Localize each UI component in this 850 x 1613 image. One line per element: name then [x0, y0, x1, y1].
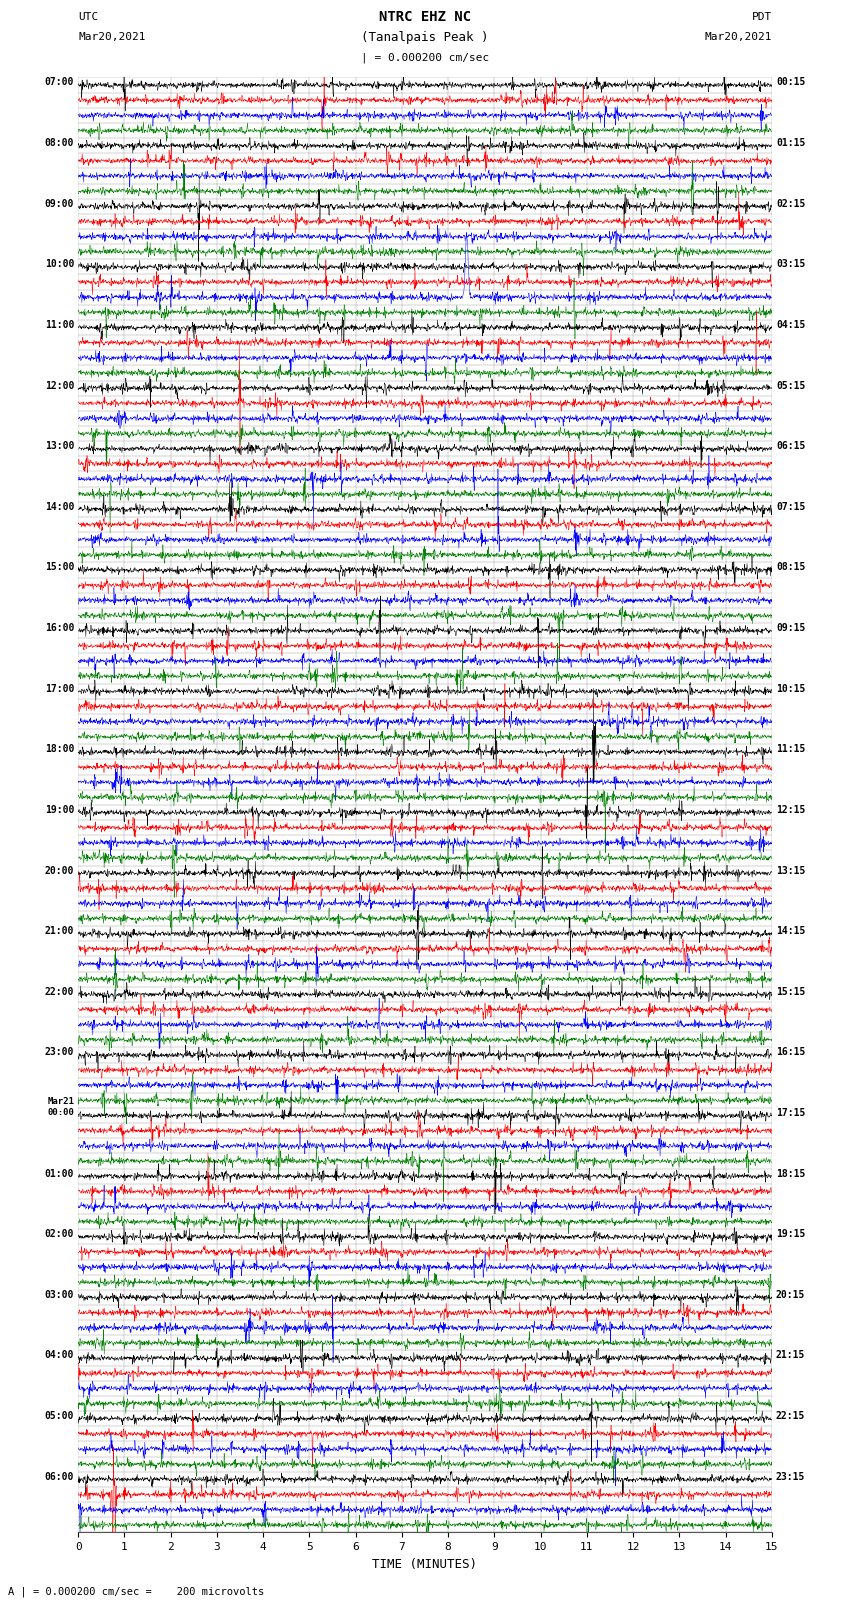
Text: 21:00: 21:00: [45, 926, 74, 936]
Text: | = 0.000200 cm/sec: | = 0.000200 cm/sec: [361, 52, 489, 63]
Text: 22:15: 22:15: [776, 1411, 805, 1421]
Text: 00:00: 00:00: [47, 1108, 74, 1116]
Text: 15:15: 15:15: [776, 987, 805, 997]
Text: 14:00: 14:00: [45, 502, 74, 511]
Text: 10:00: 10:00: [45, 260, 74, 269]
Text: 08:15: 08:15: [776, 563, 805, 573]
Text: (Tanalpais Peak ): (Tanalpais Peak ): [361, 31, 489, 44]
Text: Mar20,2021: Mar20,2021: [705, 32, 772, 42]
Text: 17:15: 17:15: [776, 1108, 805, 1118]
Text: 23:15: 23:15: [776, 1471, 805, 1482]
Text: Mar21: Mar21: [47, 1097, 74, 1107]
Text: 01:00: 01:00: [45, 1168, 74, 1179]
Text: 20:00: 20:00: [45, 866, 74, 876]
Text: A | = 0.000200 cm/sec =    200 microvolts: A | = 0.000200 cm/sec = 200 microvolts: [8, 1586, 264, 1597]
Text: 18:00: 18:00: [45, 744, 74, 755]
Text: 13:00: 13:00: [45, 440, 74, 452]
X-axis label: TIME (MINUTES): TIME (MINUTES): [372, 1558, 478, 1571]
Text: 04:00: 04:00: [45, 1350, 74, 1360]
Text: 05:00: 05:00: [45, 1411, 74, 1421]
Text: 03:00: 03:00: [45, 1290, 74, 1300]
Text: 11:00: 11:00: [45, 319, 74, 331]
Text: 02:15: 02:15: [776, 198, 805, 208]
Text: 19:00: 19:00: [45, 805, 74, 815]
Text: 06:00: 06:00: [45, 1471, 74, 1482]
Text: 06:15: 06:15: [776, 440, 805, 452]
Text: 07:15: 07:15: [776, 502, 805, 511]
Text: 23:00: 23:00: [45, 1047, 74, 1058]
Text: 05:15: 05:15: [776, 381, 805, 390]
Text: Mar20,2021: Mar20,2021: [78, 32, 145, 42]
Text: 03:15: 03:15: [776, 260, 805, 269]
Text: 07:00: 07:00: [45, 77, 74, 87]
Text: 08:00: 08:00: [45, 139, 74, 148]
Text: UTC: UTC: [78, 11, 99, 23]
Text: 00:15: 00:15: [776, 77, 805, 87]
Text: 13:15: 13:15: [776, 866, 805, 876]
Text: 21:15: 21:15: [776, 1350, 805, 1360]
Text: 17:00: 17:00: [45, 684, 74, 694]
Text: 12:00: 12:00: [45, 381, 74, 390]
Text: NTRC EHZ NC: NTRC EHZ NC: [379, 10, 471, 24]
Text: 14:15: 14:15: [776, 926, 805, 936]
Text: PDT: PDT: [751, 11, 772, 23]
Text: 09:15: 09:15: [776, 623, 805, 632]
Text: 01:15: 01:15: [776, 139, 805, 148]
Text: 18:15: 18:15: [776, 1168, 805, 1179]
Text: 04:15: 04:15: [776, 319, 805, 331]
Text: 02:00: 02:00: [45, 1229, 74, 1239]
Text: 16:15: 16:15: [776, 1047, 805, 1058]
Text: 16:00: 16:00: [45, 623, 74, 632]
Text: 22:00: 22:00: [45, 987, 74, 997]
Text: 12:15: 12:15: [776, 805, 805, 815]
Text: 09:00: 09:00: [45, 198, 74, 208]
Text: 20:15: 20:15: [776, 1290, 805, 1300]
Text: 19:15: 19:15: [776, 1229, 805, 1239]
Text: 15:00: 15:00: [45, 563, 74, 573]
Text: 10:15: 10:15: [776, 684, 805, 694]
Text: 11:15: 11:15: [776, 744, 805, 755]
